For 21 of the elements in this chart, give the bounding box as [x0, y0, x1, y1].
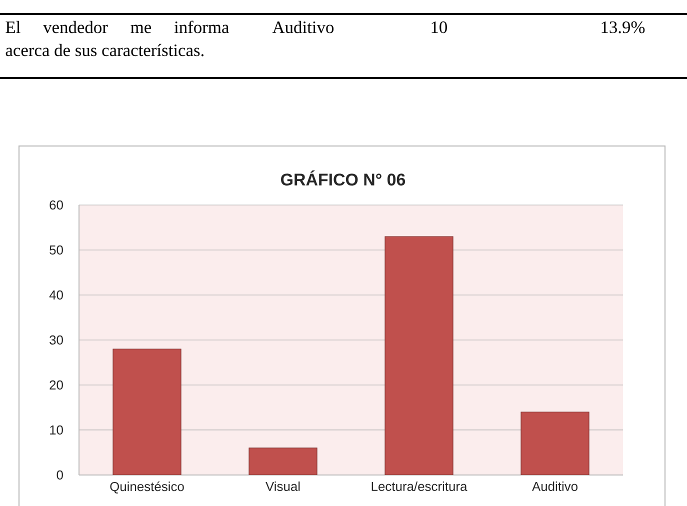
y-tick-label: 0 — [56, 470, 63, 480]
bar — [384, 236, 454, 475]
bar — [520, 412, 590, 475]
x-tick-label: Quinestésico — [110, 482, 184, 494]
x-tick-label: Auditivo — [532, 482, 578, 492]
text: 13.9% — [602, 21, 645, 34]
bar — [248, 448, 318, 475]
text: acerca de sus características. — [6, 44, 204, 56]
y-tick-label: 20 — [50, 380, 63, 390]
y-tick-label: 40 — [49, 290, 63, 300]
y-tick-label: 50 — [50, 245, 63, 255]
y-tick-label: 60 — [50, 200, 63, 210]
text: Auditivo — [272, 20, 334, 34]
text: El vendedor me informa — [6, 20, 229, 34]
y-tick-label: 30 — [50, 335, 63, 345]
y-tick-label: 10 — [50, 425, 63, 435]
chart-title: GRÁFICO N° 06 — [281, 170, 406, 186]
x-tick-label: Visual — [266, 482, 300, 492]
bar — [112, 348, 182, 475]
x-tick-label: Lectura/escritura — [372, 482, 468, 492]
text: 10 — [432, 21, 447, 34]
